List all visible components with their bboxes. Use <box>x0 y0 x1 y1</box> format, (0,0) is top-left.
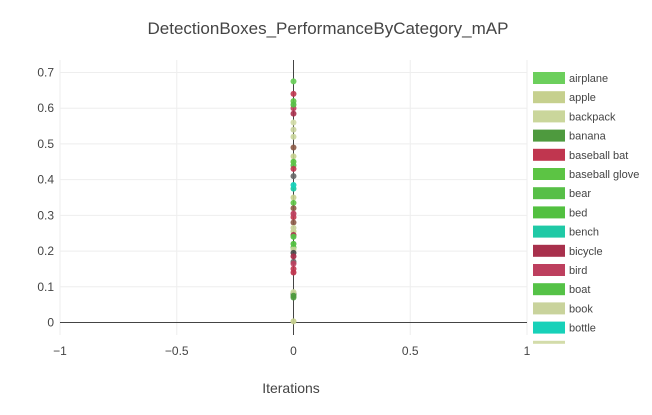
x-tick-label: −0.5 <box>165 344 189 358</box>
points-layer <box>290 78 297 325</box>
data-point[interactable] <box>290 126 297 133</box>
legend-item[interactable]: bird <box>533 264 587 277</box>
legend-label: backpack <box>569 111 616 123</box>
legend-item[interactable]: backpack <box>533 110 616 123</box>
legend-item[interactable] <box>533 340 565 344</box>
legend-label: bicycle <box>569 246 603 258</box>
legend[interactable]: airplane apple backpack banana baseball bat b… <box>533 72 639 344</box>
y-tick-label: 0.5 <box>37 137 54 151</box>
legend-label: bottle <box>569 323 596 335</box>
data-point[interactable] <box>290 90 297 97</box>
data-point[interactable] <box>290 240 297 247</box>
data-point[interactable] <box>290 233 297 240</box>
data-point[interactable] <box>290 153 297 160</box>
legend-label: baseball bat <box>569 150 628 162</box>
legend-label: apple <box>569 92 596 104</box>
data-point[interactable] <box>290 318 297 325</box>
data-point[interactable] <box>290 199 297 206</box>
axis-layer: −1 −0.5 0 0.5 1 0 0.1 0.2 0.3 0.4 0.5 0.6 0.7 <box>37 60 531 358</box>
data-point[interactable] <box>290 165 297 172</box>
legend-label: bird <box>569 265 587 277</box>
x-axis-title: Iterations <box>262 380 320 396</box>
legend-label: book <box>569 303 593 315</box>
data-point[interactable] <box>290 292 297 299</box>
legend-item[interactable]: bicycle <box>533 244 603 258</box>
data-point[interactable] <box>290 224 297 231</box>
data-point[interactable] <box>290 205 297 212</box>
legend-item[interactable]: airplane <box>533 72 608 85</box>
data-point[interactable] <box>290 182 297 188</box>
legend-item[interactable]: apple <box>533 91 596 104</box>
legend-item[interactable]: baseball bat <box>533 148 628 162</box>
legend-swatch <box>533 302 565 315</box>
legend-item[interactable]: banana <box>533 129 607 143</box>
y-tick-label: 0.1 <box>37 280 54 294</box>
x-tick-label: 0 <box>290 344 297 358</box>
x-tick-label: −1 <box>53 344 67 358</box>
y-tick-label: 0.4 <box>37 173 54 187</box>
data-point[interactable] <box>290 173 297 180</box>
chart-title: DetectionBoxes_PerformanceByCategory_mAP <box>148 19 509 38</box>
legend-item[interactable]: boat <box>533 283 590 296</box>
legend-label: bear <box>569 188 591 200</box>
legend-swatch <box>533 72 565 84</box>
x-tick-label: 1 <box>524 344 531 358</box>
data-point[interactable] <box>290 158 297 165</box>
data-point[interactable] <box>290 269 297 276</box>
data-point[interactable] <box>290 119 297 126</box>
legend-swatch <box>533 321 565 334</box>
legend-swatch <box>533 340 565 344</box>
data-point[interactable] <box>290 219 297 226</box>
legend-label: bench <box>569 227 599 239</box>
legend-label: airplane <box>569 73 608 85</box>
y-tick-label: 0.2 <box>37 244 54 258</box>
data-point[interactable] <box>290 253 297 260</box>
legend-swatch <box>533 283 565 296</box>
legend-swatch <box>533 244 565 257</box>
x-tick-label: 0.5 <box>402 344 419 358</box>
y-tick-label: 0.7 <box>37 66 54 80</box>
legend-swatch <box>533 91 565 104</box>
data-point[interactable] <box>290 144 297 151</box>
legend-item[interactable]: bed <box>533 206 587 219</box>
legend-item[interactable]: bear <box>533 187 591 200</box>
legend-item[interactable]: baseball glove <box>533 168 639 181</box>
legend-label: boat <box>569 284 590 296</box>
legend-label: baseball glove <box>569 169 639 181</box>
legend-item[interactable]: book <box>533 302 593 315</box>
legend-swatch <box>533 206 565 219</box>
legend-swatch <box>533 225 565 238</box>
legend-swatch <box>533 129 565 142</box>
y-tick-label: 0.6 <box>37 101 54 115</box>
data-point[interactable] <box>290 110 297 117</box>
data-point[interactable] <box>290 101 297 108</box>
legend-label: banana <box>569 131 607 143</box>
y-tick-label: 0 <box>47 316 54 330</box>
legend-item[interactable]: bench <box>533 225 599 239</box>
legend-swatch <box>533 110 565 123</box>
legend-swatch <box>533 168 565 180</box>
legend-swatch <box>533 264 565 276</box>
data-point[interactable] <box>290 210 297 217</box>
legend-item[interactable]: bottle <box>533 321 596 335</box>
legend-swatch <box>533 148 565 161</box>
y-tick-label: 0.3 <box>37 208 54 222</box>
data-point[interactable] <box>290 260 297 267</box>
data-point[interactable] <box>290 133 297 140</box>
data-point[interactable] <box>290 194 297 201</box>
legend-label: bed <box>569 207 587 219</box>
legend-swatch <box>533 187 565 200</box>
data-point[interactable] <box>290 78 297 85</box>
